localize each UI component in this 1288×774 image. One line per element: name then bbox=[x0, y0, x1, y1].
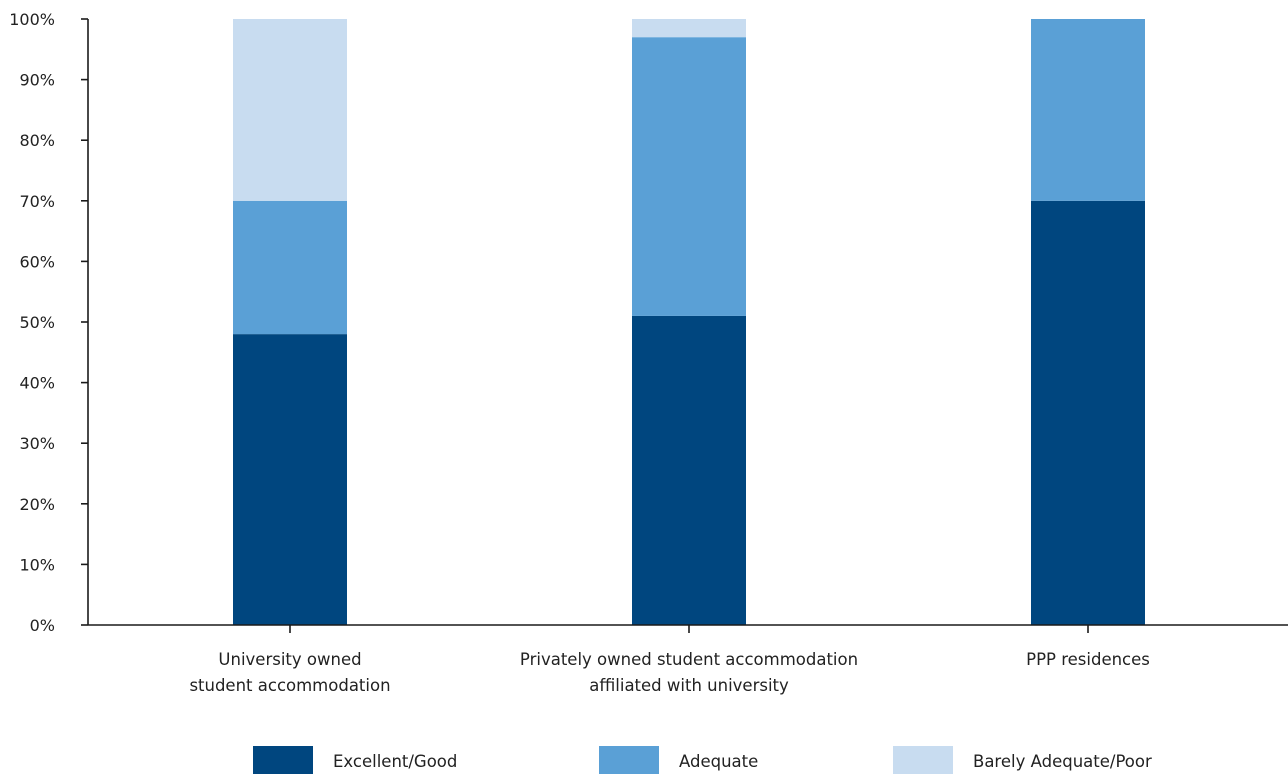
y-tick-label: 10% bbox=[19, 555, 55, 574]
y-tick-label: 80% bbox=[19, 131, 55, 150]
legend: Excellent/Good Adequate Barely Adequate/Po… bbox=[253, 746, 1152, 774]
bar-segment-2-series-2 bbox=[632, 37, 746, 316]
x-category-label: affiliated with university bbox=[589, 676, 789, 695]
bar-segment-2-series-1 bbox=[632, 315, 746, 625]
y-tick-label: 0% bbox=[30, 616, 55, 635]
y-tick-label: 30% bbox=[19, 434, 55, 453]
x-category-label: student accommodation bbox=[189, 676, 390, 695]
bar-segment-2-series-3 bbox=[632, 19, 746, 38]
legend-swatch-1 bbox=[253, 746, 313, 774]
x-category-label: Privately owned student accommodation bbox=[520, 650, 858, 669]
x-category-label: PPP residences bbox=[1026, 650, 1150, 669]
y-axis: 0% 10% 20% 30% 40% 50% 60% 70% 80% 90% 100% bbox=[9, 10, 89, 635]
legend-swatch-2 bbox=[599, 746, 659, 774]
y-tick-label: 50% bbox=[19, 313, 55, 332]
y-tick-label: 40% bbox=[19, 374, 55, 393]
legend-swatch-3 bbox=[893, 746, 953, 774]
x-axis: University owned student accommodation Pri… bbox=[88, 624, 1288, 695]
bar-segment-3-series-2 bbox=[1031, 19, 1145, 201]
y-tick-label: 20% bbox=[19, 495, 55, 514]
y-tick-label: 90% bbox=[19, 71, 55, 90]
bar-segment-1-series-3 bbox=[233, 19, 347, 201]
bar-segment-1-series-2 bbox=[233, 200, 347, 335]
y-tick-label: 100% bbox=[9, 10, 55, 29]
bars-layer bbox=[233, 19, 1145, 626]
y-tick-label: 60% bbox=[19, 252, 55, 271]
bar-segment-1-series-1 bbox=[233, 334, 347, 625]
legend-label-1: Excellent/Good bbox=[333, 752, 457, 771]
legend-label-3: Barely Adequate/Poor bbox=[973, 752, 1152, 771]
bar-segment-3-series-1 bbox=[1031, 200, 1145, 626]
x-category-label: University owned bbox=[218, 650, 361, 669]
legend-label-2: Adequate bbox=[679, 752, 758, 771]
y-tick-label: 70% bbox=[19, 192, 55, 211]
